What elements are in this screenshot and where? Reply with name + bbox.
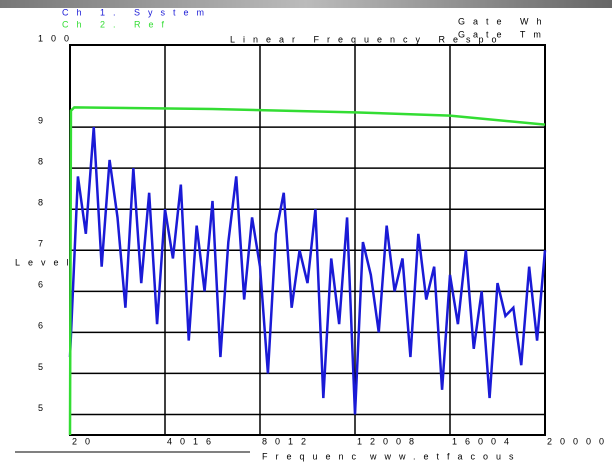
y-tick-label: 100 <box>38 33 77 43</box>
x-tick-label: 4016 <box>167 436 219 446</box>
watermark: www.etfacous <box>369 451 522 461</box>
legend-entry: Ch 2. Ref <box>62 19 172 29</box>
x-tick-label: 20000 <box>547 436 612 446</box>
x-tick-label: 12008 <box>357 436 422 446</box>
x-tick-label: 8012 <box>262 436 314 446</box>
gate-note: Gate Tm <box>458 29 549 39</box>
legend-entry: Ch 1. System <box>62 7 212 17</box>
x-tick-label: 20 <box>72 436 98 446</box>
series-line <box>68 127 547 415</box>
y-tick-label: 6 <box>38 280 51 290</box>
y-axis-label: Level <box>15 257 77 267</box>
x-axis-label: Frequenc <box>262 451 364 461</box>
y-tick-label: 9 <box>38 115 51 125</box>
series-line <box>68 106 546 436</box>
y-tick-label: 8 <box>38 157 51 167</box>
y-tick-label: 5 <box>38 362 51 372</box>
top-band <box>0 0 612 8</box>
x-tick-label: 16004 <box>452 436 517 446</box>
plot-frame <box>69 44 546 436</box>
chart-title: Linear Frequency Respo <box>230 34 505 44</box>
y-tick-label: 6 <box>38 321 51 331</box>
gate-note: Gate Wh <box>458 16 550 26</box>
y-tick-label: 7 <box>38 239 51 249</box>
y-tick-label: 5 <box>38 403 51 413</box>
y-tick-label: 8 <box>38 198 51 208</box>
